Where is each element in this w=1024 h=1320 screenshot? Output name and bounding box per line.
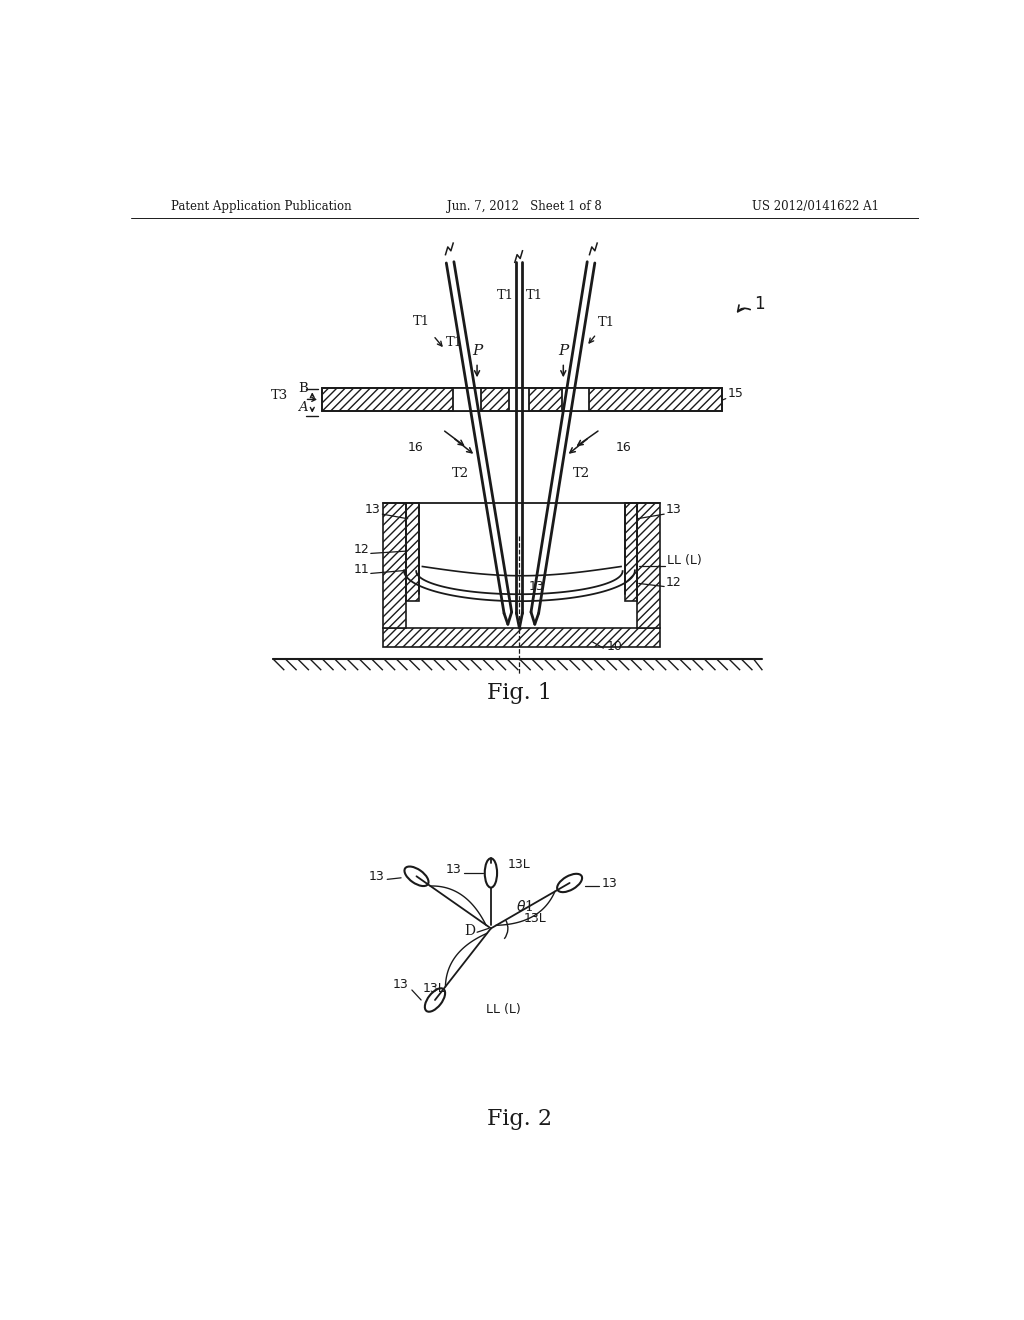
- Text: 16: 16: [615, 441, 632, 454]
- Text: T1: T1: [525, 289, 543, 302]
- Bar: [383, 628, 660, 647]
- Text: T1: T1: [445, 337, 463, 350]
- Bar: [625, 503, 637, 601]
- Text: 13: 13: [366, 503, 381, 516]
- Text: 13L: 13L: [423, 982, 445, 994]
- Text: 10: 10: [606, 640, 623, 652]
- Text: 13L: 13L: [508, 858, 530, 871]
- Bar: [509, 388, 529, 411]
- Text: 11: 11: [353, 562, 370, 576]
- Text: T2: T2: [572, 467, 590, 480]
- Bar: [562, 388, 590, 411]
- Bar: [454, 388, 481, 411]
- Ellipse shape: [484, 858, 497, 887]
- Text: 13L: 13L: [523, 912, 546, 925]
- Bar: [383, 503, 407, 628]
- Text: 16: 16: [408, 441, 423, 454]
- Text: A: A: [298, 401, 308, 414]
- Bar: [637, 503, 660, 628]
- Text: 15: 15: [727, 387, 743, 400]
- Text: US 2012/0141622 A1: US 2012/0141622 A1: [752, 199, 879, 213]
- Text: LL (L): LL (L): [668, 554, 702, 568]
- Text: $\theta$1: $\theta$1: [515, 899, 532, 915]
- Text: 13: 13: [528, 579, 545, 593]
- Ellipse shape: [425, 989, 445, 1011]
- Text: Patent Application Publication: Patent Application Publication: [171, 199, 351, 213]
- Ellipse shape: [404, 866, 428, 886]
- Text: D: D: [465, 924, 475, 937]
- Text: 13: 13: [392, 978, 408, 991]
- Text: 12: 12: [353, 543, 370, 556]
- Text: 13: 13: [602, 876, 617, 890]
- Text: P: P: [558, 343, 568, 358]
- Text: T3: T3: [270, 389, 288, 403]
- Text: P: P: [472, 343, 482, 358]
- Text: 13: 13: [369, 870, 384, 883]
- Text: B: B: [298, 383, 308, 396]
- Text: 12: 12: [666, 576, 681, 589]
- Text: T1: T1: [413, 314, 430, 327]
- Text: LL (L): LL (L): [486, 1003, 521, 1016]
- Text: Fig. 2: Fig. 2: [486, 1107, 552, 1130]
- Ellipse shape: [557, 874, 582, 892]
- Text: Fig. 1: Fig. 1: [486, 682, 552, 704]
- Bar: [407, 503, 419, 601]
- Bar: [322, 388, 722, 411]
- Text: T2: T2: [452, 467, 469, 480]
- Text: 13: 13: [666, 503, 681, 516]
- Text: Jun. 7, 2012   Sheet 1 of 8: Jun. 7, 2012 Sheet 1 of 8: [447, 199, 602, 213]
- Text: 13: 13: [445, 863, 462, 876]
- Text: T1: T1: [497, 289, 514, 302]
- Text: 1: 1: [755, 296, 765, 313]
- Text: T1: T1: [598, 317, 615, 329]
